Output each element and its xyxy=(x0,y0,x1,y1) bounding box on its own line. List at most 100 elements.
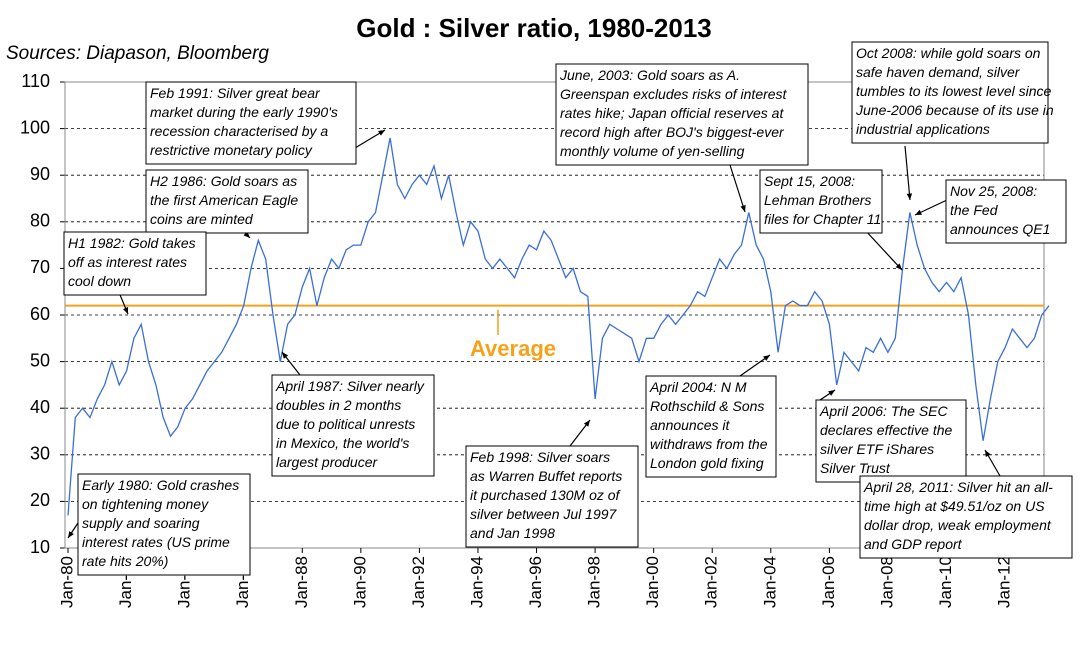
annotation-text: it purchased 130M oz of xyxy=(470,487,622,503)
annotation-text: dollar drop, weak employment xyxy=(864,517,1052,533)
annotation-text: Greenspan excludes risks of interest xyxy=(560,86,788,102)
annotation-text: safe haven demand, silver xyxy=(856,64,1021,80)
annotation-text: files for Chapter 11 xyxy=(764,211,881,227)
arrow-head xyxy=(68,531,74,538)
annotation-text: H2 1986: Gold soars as xyxy=(150,173,297,189)
annotation-text: industrial applications xyxy=(856,121,990,137)
annotation-text: supply and soaring xyxy=(82,515,200,531)
arrow-head xyxy=(828,390,835,396)
annotation-box xyxy=(851,41,1049,144)
annotation-text: monthly volume of yen-selling xyxy=(560,143,745,159)
plot-frame xyxy=(64,81,1045,549)
arrow-head xyxy=(583,420,590,427)
annotation-text: April 1987: Silver nearly xyxy=(275,378,425,394)
annotation-box xyxy=(271,374,435,477)
annotation-text: announces it xyxy=(650,417,731,433)
x-tick-label: Jan-08 xyxy=(877,556,896,608)
annotation-text: largest producer xyxy=(276,454,379,470)
y-tick-label: 40 xyxy=(30,397,50,417)
arrow-head xyxy=(895,263,902,270)
annotation-text: market during the early 1990's xyxy=(150,104,338,120)
annotation-text: interest rates (US prime xyxy=(82,534,230,550)
arrow-head xyxy=(915,209,922,215)
annotation-text: Early 1980: Gold crashes xyxy=(82,477,239,493)
arrow-head xyxy=(123,307,129,314)
annotation-text: June, 2003: Gold soars as A. xyxy=(559,67,740,83)
annotation-text: withdraws from the xyxy=(650,436,768,452)
arrow-head xyxy=(985,450,991,457)
annotation-text: coins are minted xyxy=(150,211,254,227)
annotation-box xyxy=(555,63,809,166)
x-tick-label: Jan-10 xyxy=(936,556,955,608)
annotation-text: London gold fixing xyxy=(650,455,764,471)
arrow-head xyxy=(378,130,385,136)
annotation-text: Feb 1991: Silver great bear xyxy=(150,85,321,101)
annotation-text: restrictive monetary policy xyxy=(150,142,313,158)
annotation-text: declares effective the xyxy=(820,422,953,438)
x-tick-label: Jan-12 xyxy=(995,556,1014,608)
annotation-box xyxy=(815,399,967,483)
annotation-text: April 2006: The SEC xyxy=(819,403,949,419)
average-label: Average xyxy=(470,336,556,361)
annotation-text: recession characterised by a xyxy=(150,123,328,139)
x-tick-label: Jan-92 xyxy=(409,556,428,608)
annotation-text: the first American Eagle xyxy=(150,192,298,208)
annotation-text: tumbles to its lowest level since xyxy=(856,83,1052,99)
x-tick-label: Jan-98 xyxy=(585,556,604,608)
y-tick-label: 70 xyxy=(30,257,50,277)
chart-title: Gold : Silver ratio, 1980-2013 xyxy=(356,13,712,43)
annotation-box xyxy=(945,179,1067,244)
subtitle: Sources: Diapason, Bloomberg xyxy=(6,43,269,64)
x-tick-label: Jan-88 xyxy=(292,556,311,608)
annotation-text: Sept 15, 2008: xyxy=(764,173,855,189)
annotation-box xyxy=(645,375,777,478)
x-tick-label: Jan-06 xyxy=(819,556,838,608)
annotation-text: and Jan 1998 xyxy=(470,525,555,541)
annotation-arrow xyxy=(864,229,903,271)
annotation-text: rates hike; Japan official reserves at xyxy=(560,105,784,121)
annotation-text: Oct 2008: while gold soars on xyxy=(856,45,1041,61)
annotation-text: Rothschild & Sons xyxy=(650,398,764,414)
annotation-box xyxy=(63,231,207,296)
annotation-box xyxy=(145,169,309,234)
y-tick-label: 100 xyxy=(20,117,50,137)
y-tick-label: 60 xyxy=(30,304,50,324)
annotation-text: April 2004: N M xyxy=(649,379,747,395)
x-tick-label: Jan-90 xyxy=(350,556,369,608)
annotation-text: Lehman Brothers xyxy=(764,192,871,208)
x-tick-label: Jan-80 xyxy=(57,556,76,608)
x-tick-label: Jan-00 xyxy=(643,556,662,608)
annotation-text: H1 1982: Gold takes xyxy=(68,235,196,251)
y-tick-label: 90 xyxy=(30,164,50,184)
annotation-text: Silver Trust xyxy=(820,460,891,476)
y-tick-label: 10 xyxy=(30,537,50,557)
annotation-text: due to political unrests xyxy=(276,416,415,432)
annotation-box xyxy=(145,81,357,165)
annotation-text: on tightening money xyxy=(82,496,209,512)
ratio-line xyxy=(67,137,1050,516)
annotation-text: Feb 1998: Silver soars xyxy=(470,449,610,465)
arrow-head xyxy=(243,231,250,238)
annotation-text: time high at $49.51/oz on US xyxy=(864,498,1045,514)
annotation-text: in Mexico, the world's xyxy=(276,435,409,451)
x-tick-label: Jan-04 xyxy=(760,556,779,608)
annotation-text: off as interest rates xyxy=(68,254,187,270)
annotation-text: June-2006 because of its use in xyxy=(855,102,1054,118)
y-tick-label: 30 xyxy=(30,444,50,464)
annotation-box xyxy=(77,473,251,576)
annotation-text: Nov 25, 2008: xyxy=(950,183,1037,199)
annotation-text: rate hits 20%) xyxy=(82,553,168,569)
annotation-box xyxy=(465,445,639,548)
y-tick-label: 110 xyxy=(21,71,50,91)
y-tick-label: 80 xyxy=(30,211,50,231)
x-tick-label: Jan-02 xyxy=(702,556,721,608)
annotation-text: cool down xyxy=(68,273,131,289)
annotation-text: silver between Jul 1997 xyxy=(470,506,618,522)
arrow-head xyxy=(763,355,770,361)
annotation-box xyxy=(759,169,883,234)
annotation-arrow xyxy=(904,145,911,201)
annotation-arrow xyxy=(729,164,746,213)
arrow-head xyxy=(282,352,289,359)
annotation-text: doubles in 2 months xyxy=(276,397,401,413)
